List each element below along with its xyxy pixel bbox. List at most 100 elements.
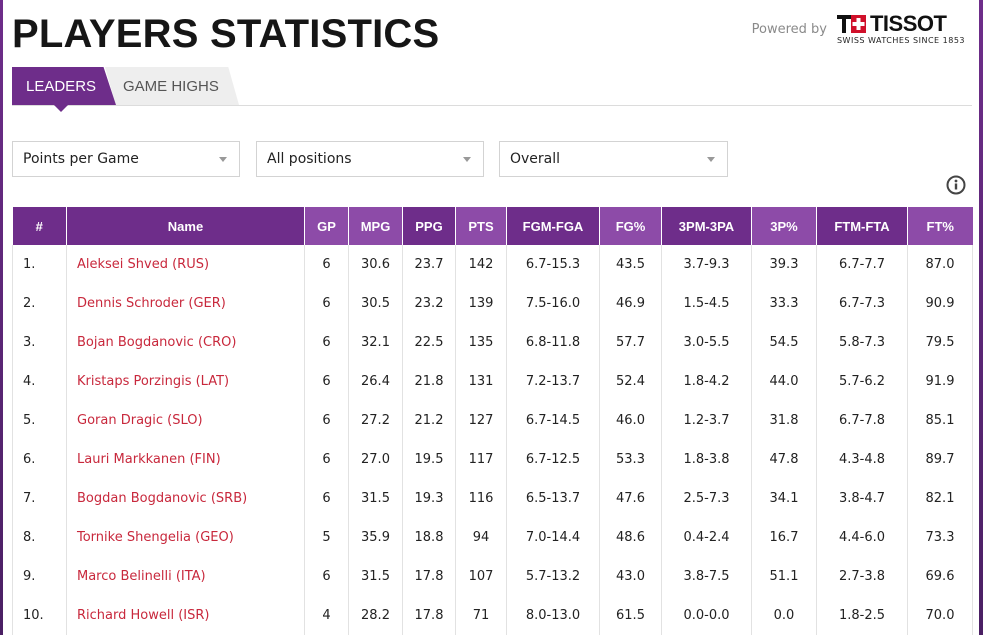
cell-fgm-fga: 6.7-15.3	[506, 245, 600, 284]
table-row: 6. Lauri Markkanen (FIN) 6 27.0 19.5 117 6.7-1…	[12, 440, 973, 479]
cell-pts: 139	[455, 284, 507, 323]
col-header-mpg[interactable]: MPG	[348, 207, 403, 245]
tissot-tagline: SWISS WATCHES SINCE 1853	[836, 36, 965, 45]
cell-ft-pct: 73.3	[907, 518, 973, 557]
cell-3p-pct: 51.1	[751, 557, 817, 596]
cell-mpg: 35.9	[348, 518, 403, 557]
cell-fgm-fga: 6.5-13.7	[506, 479, 600, 518]
cell-ppg: 21.2	[402, 401, 456, 440]
cell-ftm-fta: 3.8-4.7	[816, 479, 908, 518]
cell-mpg: 30.6	[348, 245, 403, 284]
cell-ppg: 19.3	[402, 479, 456, 518]
cell-player-name[interactable]: Bogdan Bogdanovic (SRB)	[66, 479, 305, 518]
active-tab-pointer	[54, 105, 68, 112]
cell-pts: 135	[455, 323, 507, 362]
cell-3p-pct: 31.8	[751, 401, 817, 440]
cell-fg-pct: 47.6	[599, 479, 662, 518]
cell-3pm-3pa: 1.8-4.2	[661, 362, 752, 401]
cell-ppg: 22.5	[402, 323, 456, 362]
table-row: 2. Dennis Schroder (GER) 6 30.5 23.2 139 7.5-1…	[12, 284, 973, 323]
col-header-name[interactable]: Name	[66, 207, 305, 245]
cell-player-name[interactable]: Goran Dragic (SLO)	[66, 401, 305, 440]
tab-leaders[interactable]: LEADERS	[12, 67, 116, 105]
cell-3pm-3pa: 1.8-3.8	[661, 440, 752, 479]
cell-ft-pct: 82.1	[907, 479, 973, 518]
cell-ppg: 23.2	[402, 284, 456, 323]
col-header-ft-pct[interactable]: FT%	[907, 207, 973, 245]
tab-game-highs[interactable]: GAME HIGHS	[105, 67, 239, 105]
page-edge-right	[979, 0, 983, 635]
cell-3p-pct: 33.3	[751, 284, 817, 323]
cell-ftm-fta: 4.3-4.8	[816, 440, 908, 479]
cell-fg-pct: 53.3	[599, 440, 662, 479]
table-body: 1. Aleksei Shved (RUS) 6 30.6 23.7 142 6.7-15.…	[12, 245, 973, 635]
cell-pts: 116	[455, 479, 507, 518]
cell-ft-pct: 79.5	[907, 323, 973, 362]
col-header-rank[interactable]: #	[12, 207, 67, 245]
cell-player-name[interactable]: Lauri Markkanen (FIN)	[66, 440, 305, 479]
col-header-ppg[interactable]: PPG	[402, 207, 456, 245]
tissot-logo: TISSOT SWISS WATCHES SINCE 1853	[836, 13, 965, 45]
cell-fg-pct: 46.0	[599, 401, 662, 440]
cell-gp: 6	[304, 284, 349, 323]
cell-pts: 107	[455, 557, 507, 596]
cell-player-name[interactable]: Aleksei Shved (RUS)	[66, 245, 305, 284]
cell-fgm-fga: 5.7-13.2	[506, 557, 600, 596]
cell-gp: 6	[304, 401, 349, 440]
cell-gp: 6	[304, 362, 349, 401]
cell-rank: 9.	[12, 557, 67, 596]
cell-pts: 117	[455, 440, 507, 479]
col-header-gp[interactable]: GP	[304, 207, 349, 245]
cell-ft-pct: 85.1	[907, 401, 973, 440]
cell-3p-pct: 44.0	[751, 362, 817, 401]
cell-ft-pct: 89.7	[907, 440, 973, 479]
col-header-fgm-fga[interactable]: FGM-FGA	[506, 207, 600, 245]
cell-ft-pct: 90.9	[907, 284, 973, 323]
cell-mpg: 31.5	[348, 557, 403, 596]
cell-player-name[interactable]: Kristaps Porzingis (LAT)	[66, 362, 305, 401]
cell-rank: 2.	[12, 284, 67, 323]
stat-select-value: Points per Game	[23, 151, 139, 167]
cell-ppg: 17.8	[402, 557, 456, 596]
cell-player-name[interactable]: Marco Belinelli (ITA)	[66, 557, 305, 596]
cell-player-name[interactable]: Dennis Schroder (GER)	[66, 284, 305, 323]
cell-fg-pct: 43.5	[599, 245, 662, 284]
col-header-3p-pct[interactable]: 3P%	[751, 207, 817, 245]
col-header-ftm-fta[interactable]: FTM-FTA	[816, 207, 908, 245]
cell-ftm-fta: 6.7-7.3	[816, 284, 908, 323]
col-header-fg-pct[interactable]: FG%	[599, 207, 662, 245]
table-header-row: # Name GP MPG PPG PTS FGM-FGA FG% 3PM-3P…	[12, 207, 973, 245]
cell-rank: 5.	[12, 401, 67, 440]
cell-ppg: 21.8	[402, 362, 456, 401]
col-header-pts[interactable]: PTS	[455, 207, 507, 245]
chevron-down-icon	[463, 157, 471, 162]
cell-player-name[interactable]: Tornike Shengelia (GEO)	[66, 518, 305, 557]
chevron-down-icon	[707, 157, 715, 162]
stat-select[interactable]: Points per Game	[12, 141, 240, 177]
cell-mpg: 31.5	[348, 479, 403, 518]
cell-ft-pct: 69.6	[907, 557, 973, 596]
table-row: 1. Aleksei Shved (RUS) 6 30.6 23.7 142 6.7-15.…	[12, 245, 973, 284]
cell-ftm-fta: 1.8-2.5	[816, 596, 908, 635]
sponsor-block[interactable]: Powered by TISSOT SWISS WATCHES SINCE 18…	[752, 13, 965, 46]
phase-select[interactable]: Overall	[499, 141, 728, 177]
cell-mpg: 27.0	[348, 440, 403, 479]
chevron-down-icon	[219, 157, 227, 162]
col-header-3pm-3pa[interactable]: 3PM-3PA	[661, 207, 752, 245]
cell-3pm-3pa: 1.5-4.5	[661, 284, 752, 323]
tab-leaders-label: LEADERS	[26, 77, 97, 95]
info-icon[interactable]	[946, 175, 966, 195]
cell-player-name[interactable]: Richard Howell (ISR)	[66, 596, 305, 635]
tissot-cross-icon	[836, 14, 867, 34]
cell-mpg: 30.5	[348, 284, 403, 323]
cell-gp: 6	[304, 323, 349, 362]
cell-rank: 1.	[12, 245, 67, 284]
position-select[interactable]: All positions	[256, 141, 484, 177]
cell-player-name[interactable]: Bojan Bogdanovic (CRO)	[66, 323, 305, 362]
cell-3p-pct: 54.5	[751, 323, 817, 362]
cell-ft-pct: 91.9	[907, 362, 973, 401]
cell-fg-pct: 43.0	[599, 557, 662, 596]
cell-ftm-fta: 4.4-6.0	[816, 518, 908, 557]
cell-3p-pct: 39.3	[751, 245, 817, 284]
table-row: 3. Bojan Bogdanovic (CRO) 6 32.1 22.5 135 6.8-…	[12, 323, 973, 362]
